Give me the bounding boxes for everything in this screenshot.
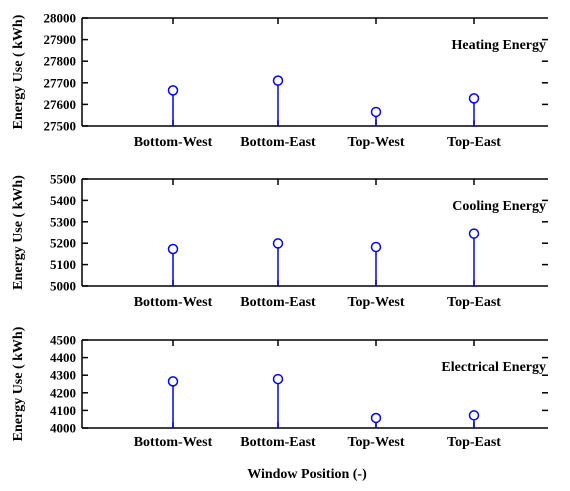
stem-marker bbox=[167, 243, 179, 255]
y-tick-label: 5000 bbox=[50, 279, 76, 294]
stem-marker bbox=[370, 241, 382, 253]
stem-marker bbox=[272, 238, 284, 249]
stem-marker bbox=[468, 410, 480, 421]
panel-title: Heating Energy bbox=[452, 38, 547, 53]
y-tick-label: 27800 bbox=[44, 54, 77, 69]
category-label: Top-East bbox=[447, 435, 501, 450]
stem-marker bbox=[370, 106, 382, 118]
y-tick-label: 4200 bbox=[50, 385, 76, 400]
y-tick-label: 27900 bbox=[44, 32, 77, 47]
category-label: Top-East bbox=[447, 295, 501, 310]
panel-title: Cooling Energy bbox=[452, 199, 546, 214]
category-label: Top-East bbox=[447, 135, 501, 150]
y-tick-label: 4100 bbox=[50, 403, 76, 418]
y-tick-label: 4000 bbox=[50, 421, 76, 436]
category-label: Top-West bbox=[347, 435, 404, 450]
y-axis-label: Energy Use ( kWh) bbox=[11, 14, 26, 129]
chart-panel-3: 4000 4100 4200 4300 4400 4500 Bottom-West Botto… bbox=[11, 326, 548, 482]
y-tick-label: 4500 bbox=[50, 333, 76, 348]
chart-panel-2: 5000 5100 5200 5300 5400 5500 Bottom-West Botto… bbox=[11, 172, 548, 310]
y-tick-label: 27600 bbox=[44, 97, 77, 112]
y-axis-label: Energy Use ( kWh) bbox=[11, 175, 26, 290]
y-tick-label: 5300 bbox=[50, 214, 76, 229]
y-tick-label: 5500 bbox=[50, 172, 76, 187]
y-tick-label: 5400 bbox=[50, 193, 76, 208]
stem-marker bbox=[272, 75, 284, 86]
stem-marker bbox=[370, 412, 382, 424]
stem-marker bbox=[468, 93, 480, 104]
y-tick-label: 5100 bbox=[50, 257, 76, 272]
y-tick-label: 27700 bbox=[44, 75, 77, 90]
stem-marker bbox=[167, 85, 179, 96]
chart-panel-1: 27500 27600 27700 27800 27900 28000 Bottom-Wes… bbox=[11, 11, 548, 150]
category-label: Bottom-West bbox=[134, 435, 213, 450]
category-label: Bottom-East bbox=[240, 435, 316, 450]
y-axis-label: Energy Use ( kWh) bbox=[11, 326, 26, 441]
category-label: Bottom-West bbox=[134, 295, 213, 310]
panel-title: Electrical Energy bbox=[441, 360, 546, 375]
y-tick-label: 4300 bbox=[50, 368, 76, 383]
category-label: Bottom-East bbox=[240, 295, 316, 310]
y-tick-label: 4400 bbox=[50, 350, 76, 365]
stem-marker bbox=[167, 376, 179, 387]
category-label: Bottom-West bbox=[134, 135, 213, 150]
category-label: Top-West bbox=[347, 135, 404, 150]
y-tick-label: 5200 bbox=[50, 236, 76, 251]
y-tick-label: 27500 bbox=[44, 119, 77, 134]
x-axis-label: Window Position (-) bbox=[247, 467, 367, 482]
category-label: Bottom-East bbox=[240, 135, 316, 150]
stem-marker bbox=[468, 228, 480, 239]
stem-marker bbox=[272, 373, 284, 385]
category-label: Top-West bbox=[347, 295, 404, 310]
y-tick-label: 28000 bbox=[44, 11, 77, 26]
